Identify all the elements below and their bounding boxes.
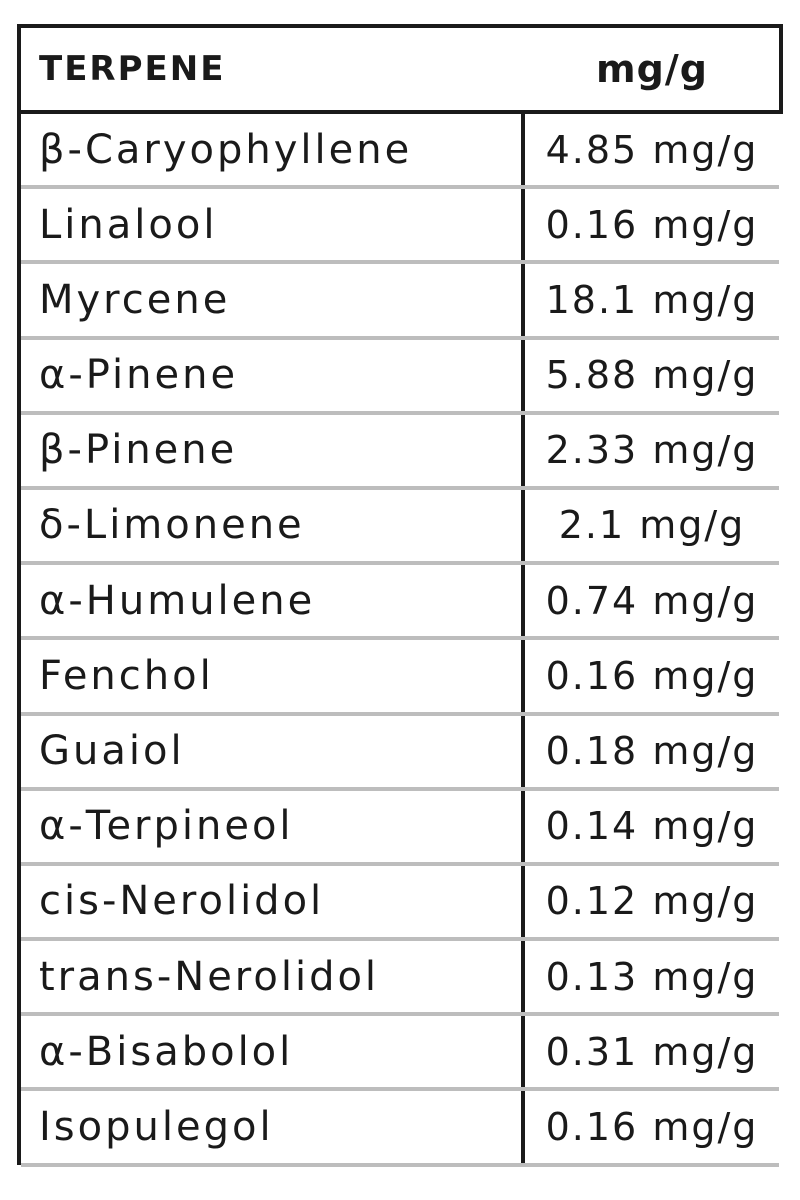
table-row: Linalool 0.16 mg/g [21,189,779,265]
table-row: Guaiol 0.18 mg/g [21,716,779,791]
table-row: cis-Nerolidol 0.12 mg/g [21,866,779,942]
terpene-value: 0.16 mg/g [545,1104,759,1149]
terpene-value: 0.13 mg/g [545,954,759,999]
table-left-border [17,24,21,1165]
terpene-value: 0.14 mg/g [545,804,759,849]
terpene-name: Myrcene [39,276,231,323]
terpene-name: Isopulegol [39,1103,274,1150]
table-row: Isopulegol 0.16 mg/g [21,1091,779,1167]
table-row: Fenchol 0.16 mg/g [21,640,779,716]
terpene-value: 0.74 mg/g [545,578,759,623]
terpene-name: α-Terpineol [39,803,294,850]
table-row: δ-Limonene 2.1 mg/g [21,490,779,566]
table-row: β-Pinene 2.33 mg/g [21,415,779,490]
header-terpene: TERPENE [39,49,226,89]
terpene-table: TERPENE mg/g β-Caryophyllene 4.85 mg/g L… [17,24,783,1167]
table-row: α-Terpineol 0.14 mg/g [21,791,779,866]
terpene-name: α-Bisabolol [39,1028,294,1075]
terpene-value: 5.88 mg/g [545,353,759,398]
header-unit: mg/g [596,47,708,91]
terpene-value: 0.12 mg/g [545,879,759,924]
terpene-name: Guaiol [39,728,185,774]
table-row: α-Humulene 0.74 mg/g [21,565,779,641]
terpene-name: β-Caryophyllene [39,126,413,173]
table-body: β-Caryophyllene 4.85 mg/g Linalool 0.16 … [21,114,779,1167]
table-row: α-Bisabolol 0.31 mg/g [21,1016,779,1092]
table-top-border [17,24,783,28]
terpene-value: 2.1 mg/g [558,503,746,548]
terpene-name: β-Pinene [39,427,238,474]
table-row: α-Pinene 5.88 mg/g [21,340,779,415]
header-underline [17,110,783,114]
terpene-value: 0.16 mg/g [545,202,759,247]
terpene-value: 0.31 mg/g [545,1029,759,1074]
table-right-border [779,24,783,114]
terpene-name: Linalool [39,201,218,248]
terpene-name: α-Humulene [39,577,316,624]
table-row: β-Caryophyllene 4.85 mg/g [21,114,779,190]
terpene-name: Fenchol [39,652,214,699]
terpene-value: 0.16 mg/g [545,653,759,698]
terpene-name: cis-Nerolidol [39,878,325,925]
terpene-name: δ-Limonene [39,502,305,549]
terpene-value: 0.18 mg/g [545,729,759,773]
table-row: Myrcene 18.1 mg/g [21,264,779,340]
terpene-value: 2.33 mg/g [545,428,759,473]
terpene-value: 4.85 mg/g [545,127,759,172]
table-row: trans-Nerolidol 0.13 mg/g [21,941,779,1017]
terpene-name: α-Pinene [39,352,239,399]
terpene-name: trans-Nerolidol [39,953,380,1000]
terpene-value: 18.1 mg/g [545,277,759,322]
